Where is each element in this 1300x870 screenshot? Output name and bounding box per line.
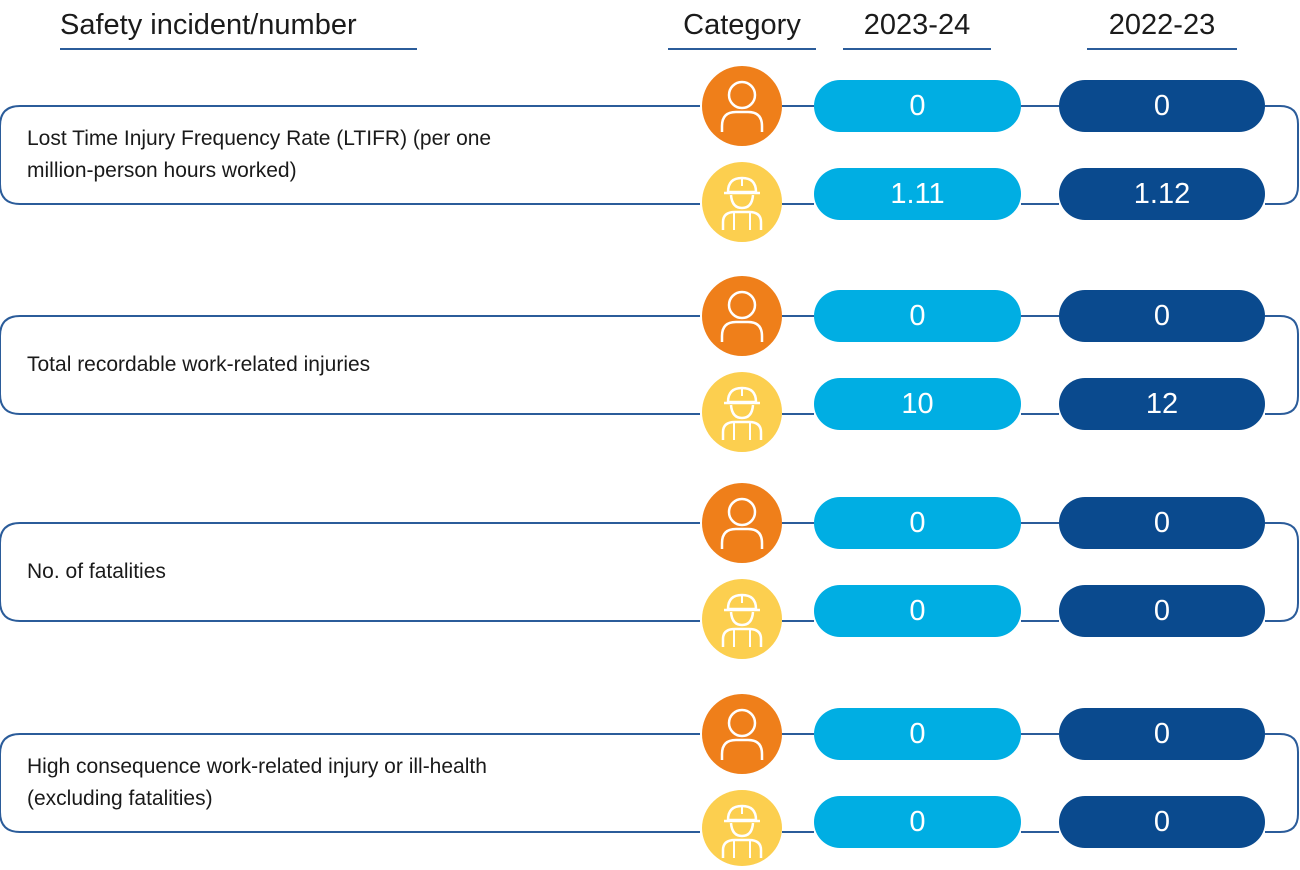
incident-group: Total recordable work-related injuries 0… — [0, 274, 1300, 452]
group-frame — [0, 733, 1299, 833]
person-icon — [702, 276, 782, 356]
incident-label: No. of fatalities — [27, 560, 166, 583]
hard-hat-worker-icon — [702, 372, 782, 452]
value-worker-previous: 12 — [1059, 378, 1265, 430]
value-employee-current: 0 — [814, 290, 1021, 342]
incident-label: Lost Time Injury Frequency Rate (LTIFR) … — [27, 127, 492, 182]
header-year-previous: 2022-23 — [1087, 0, 1237, 50]
header-category: Category — [668, 0, 816, 50]
value-employee-previous: 0 — [1059, 80, 1265, 132]
value-worker-current: 0 — [814, 796, 1021, 848]
person-icon — [702, 694, 782, 774]
value-worker-current: 1.11 — [814, 168, 1021, 220]
value-employee-current: 0 — [814, 80, 1021, 132]
value-employee-previous: 0 — [1059, 708, 1265, 760]
value-worker-current: 0 — [814, 585, 1021, 637]
value-worker-previous: 0 — [1059, 796, 1265, 848]
value-employee-previous: 0 — [1059, 497, 1265, 549]
group-frame — [0, 105, 1299, 205]
person-icon — [702, 483, 782, 563]
hard-hat-worker-icon — [702, 162, 782, 242]
value-worker-previous: 1.12 — [1059, 168, 1265, 220]
incident-label: Total recordable work-related injuries — [27, 353, 371, 376]
person-icon — [702, 66, 782, 146]
value-employee-current: 0 — [814, 708, 1021, 760]
value-employee-current: 0 — [814, 497, 1021, 549]
value-worker-current: 10 — [814, 378, 1021, 430]
incident-label: High consequence work-related injury or … — [27, 755, 487, 810]
value-worker-previous: 0 — [1059, 585, 1265, 637]
incident-group: High consequence work-related injury or … — [0, 692, 1300, 867]
hard-hat-worker-icon — [702, 790, 782, 866]
group-frame — [0, 315, 1299, 415]
value-employee-previous: 0 — [1059, 290, 1265, 342]
group-frame — [0, 522, 1299, 622]
header-safety-incident: Safety incident/number — [60, 0, 417, 50]
incident-group: Lost Time Injury Frequency Rate (LTIFR) … — [0, 64, 1300, 242]
hard-hat-worker-icon — [702, 579, 782, 659]
incident-group: No. of fatalities 0 0 0 0 — [0, 481, 1300, 659]
header-year-current: 2023-24 — [843, 0, 991, 50]
